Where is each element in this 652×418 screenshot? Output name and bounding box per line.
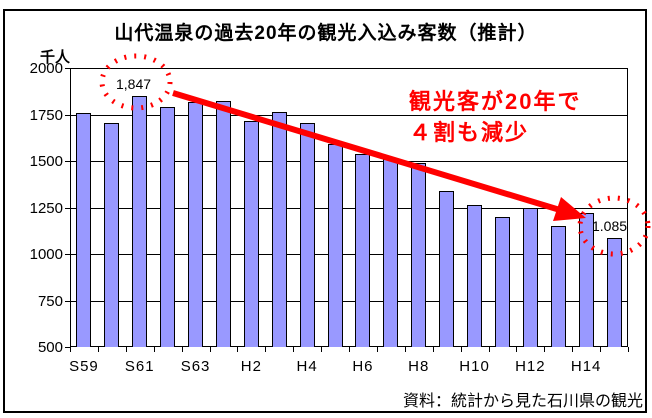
annotation-text-line1: 観光客が20年で — [409, 89, 582, 114]
bar-H6 — [355, 153, 371, 347]
y-axis-tick — [65, 347, 70, 348]
bar-S59 — [76, 112, 92, 347]
data-label-first: 1,847 — [116, 76, 152, 92]
x-axis-tick — [237, 347, 239, 352]
bar-H15 — [606, 238, 622, 347]
y-axis-tick — [65, 254, 70, 255]
x-axis-tick — [70, 347, 71, 352]
bar-S61 — [132, 96, 148, 347]
x-tick-label-S61: S61 — [124, 358, 155, 375]
bar-H10 — [467, 204, 483, 347]
gridline — [70, 300, 628, 302]
x-tick-label-H8: H8 — [408, 358, 430, 375]
annotation-text-line2: ４割も減少 — [409, 120, 530, 145]
bar-H1 — [215, 101, 231, 347]
data-label-last: 1.085 — [592, 218, 628, 234]
bar-H8 — [411, 162, 427, 347]
x-axis-tick — [125, 347, 127, 352]
x-axis-tick — [516, 347, 518, 352]
gridline — [70, 161, 628, 162]
y-tick-label: 1750 — [29, 106, 63, 124]
y-tick-label: 1250 — [29, 199, 63, 217]
bar-H13 — [550, 226, 566, 347]
x-tick-label-S59: S59 — [69, 358, 99, 375]
x-axis-tick — [209, 347, 211, 352]
bar-S63 — [188, 102, 204, 347]
y-axis-unit-label: 千人 — [40, 49, 71, 66]
y-tick-label: 1000 — [29, 246, 63, 263]
x-axis-tick — [293, 347, 295, 352]
x-axis-tick — [349, 347, 350, 352]
x-axis-tick — [600, 347, 602, 352]
x-axis-tick — [488, 347, 490, 352]
bar-H12 — [522, 208, 538, 347]
y-tick-label: 1500 — [29, 153, 63, 170]
gridline — [70, 207, 628, 209]
y-axis-tick — [65, 161, 70, 162]
x-tick-label-H2: H2 — [240, 358, 262, 375]
bar-H9 — [439, 190, 455, 347]
y-tick-label: 500 — [37, 339, 63, 356]
bar-H5 — [327, 144, 343, 347]
y-axis-tick — [65, 68, 70, 69]
y-tick-label: 2000 — [29, 60, 63, 77]
x-axis-tick — [376, 347, 378, 352]
x-axis-tick — [544, 347, 546, 352]
y-axis-tick — [65, 300, 70, 302]
gridline — [70, 254, 628, 255]
bar-H2 — [243, 121, 259, 347]
bar-H11 — [494, 216, 510, 347]
bar-H3 — [271, 111, 287, 347]
x-tick-label-H14: H14 — [570, 358, 602, 375]
x-axis-tick — [265, 347, 267, 352]
x-axis-tick — [572, 347, 574, 352]
x-axis-tick — [628, 347, 629, 352]
bar-H4 — [299, 122, 315, 347]
x-axis-tick — [321, 347, 323, 352]
x-axis-tick — [432, 347, 434, 352]
x-axis-tick — [404, 347, 406, 352]
y-axis-tick — [65, 207, 70, 209]
x-tick-label-H12: H12 — [515, 358, 546, 375]
bar-S60 — [104, 122, 120, 347]
x-axis-tick — [153, 347, 155, 352]
chart-title: 山代温泉の過去20年の観光入込み客数（推計） — [114, 23, 538, 44]
x-tick-label-H10: H10 — [459, 358, 490, 375]
x-tick-label-H6: H6 — [352, 358, 374, 375]
y-axis-tick — [65, 114, 70, 116]
x-tick-label-H4: H4 — [296, 358, 318, 375]
x-axis-tick — [460, 347, 462, 352]
bar-H7 — [383, 159, 399, 347]
x-axis-tick — [181, 347, 183, 352]
x-tick-label-S63: S63 — [180, 358, 211, 375]
source-caption: 資料：統計から見た石川県の観光 — [402, 393, 643, 410]
bar-S62 — [160, 107, 176, 347]
y-tick-label: 750 — [37, 292, 63, 310]
x-axis-tick — [97, 347, 99, 352]
